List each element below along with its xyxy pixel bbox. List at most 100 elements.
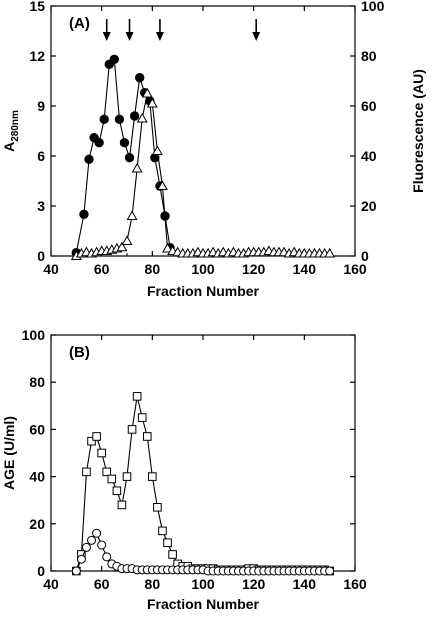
data-point [82, 467, 91, 477]
data-point [112, 486, 122, 496]
x-tick-label: 160 [343, 576, 367, 592]
y-axis-title-subscript: 280nm [10, 110, 21, 142]
data-point [129, 111, 140, 121]
y-tick-label: 3 [37, 198, 45, 214]
data-point [324, 247, 336, 258]
data-point [121, 235, 133, 245]
panel-b: 40 60 80 100 120 140 160 0 20 40 60 80 100 Fraction N… [1, 327, 367, 612]
data-point [122, 472, 132, 481]
data-point [81, 542, 91, 552]
x-tick-label: 40 [43, 261, 59, 277]
data-point [126, 210, 138, 220]
data-point [99, 114, 109, 125]
data-point [117, 500, 127, 510]
data-point [92, 528, 102, 538]
y2-tick-label: 40 [361, 148, 377, 164]
y-axis-title-main: A [1, 142, 17, 152]
data-point [158, 526, 167, 536]
y-axis-title: A280nm [1, 110, 21, 152]
data-point [109, 54, 120, 65]
data-point [157, 180, 168, 190]
data-point [92, 432, 101, 441]
plot-frame [50, 5, 356, 257]
x-tick-label: 80 [145, 576, 161, 592]
data-point [131, 162, 143, 173]
y-tick-label: 100 [22, 327, 46, 343]
panel-label: (A) [69, 15, 90, 32]
data-point [141, 87, 153, 98]
y-axis-title: AGE (U/ml) [1, 416, 17, 490]
x-tick-label: 140 [293, 576, 317, 592]
data-point [124, 152, 135, 163]
y-tick-label: 20 [29, 516, 45, 532]
data-point [97, 540, 107, 550]
x-tick-label: 40 [43, 576, 59, 592]
x-tick-label: 120 [242, 261, 266, 277]
y-tick-label: 0 [37, 563, 45, 579]
data-point [116, 241, 128, 252]
x-axis-title: Fraction Number [147, 596, 260, 612]
y2-tick-label: 80 [361, 48, 377, 64]
data-point [132, 392, 142, 401]
data-point [76, 554, 86, 564]
data-point [94, 137, 104, 148]
series-line [75, 396, 330, 572]
data-point [163, 538, 172, 547]
data-point [87, 436, 96, 446]
data-point [114, 114, 125, 125]
x-tick-label: 60 [94, 576, 110, 592]
data-point [79, 209, 89, 220]
y-tick-label: 9 [37, 98, 45, 114]
y-tick-label: 40 [29, 469, 45, 485]
fraction-arrow [155, 19, 164, 41]
data-point [142, 432, 152, 441]
data-point [127, 425, 137, 434]
series-open-circle [71, 528, 335, 576]
fraction-arrow [125, 19, 134, 41]
panel-a: 40 60 80 100 120 140 16003691215020406080100Fr… [1, 0, 426, 299]
data-point [148, 472, 157, 481]
data-point [162, 242, 173, 253]
data-point [107, 474, 117, 484]
fraction-arrow [102, 19, 111, 41]
y-tick-label: 12 [29, 48, 45, 64]
data-point [325, 566, 335, 576]
y-tick-label: 6 [37, 148, 45, 164]
panel-label: (B) [69, 344, 90, 361]
x-tick-label: 60 [94, 261, 110, 277]
data-point [146, 97, 158, 108]
data-point [168, 550, 177, 559]
series-filled-circle [71, 54, 175, 258]
x-axis-title: Fraction Number [147, 283, 260, 299]
y-tick-label: 80 [29, 374, 45, 390]
y2-axis-title: Fluorescence (AU) [410, 69, 426, 193]
data-point [102, 552, 112, 562]
y-tick-label: 60 [29, 421, 45, 437]
data-point [102, 467, 112, 477]
data-point [134, 72, 145, 83]
data-point [87, 535, 97, 545]
data-point [84, 154, 94, 165]
fraction-arrow [252, 19, 261, 41]
x-tick-label: 160 [343, 261, 367, 277]
y-tick-label: 0 [37, 248, 45, 264]
data-point [119, 137, 130, 148]
y2-tick-label: 60 [361, 98, 377, 114]
series-open-triangle [70, 87, 336, 260]
x-tick-label: 100 [191, 576, 215, 592]
data-point [97, 448, 106, 458]
data-point [153, 502, 162, 512]
x-tick-label: 100 [191, 261, 215, 277]
x-tick-label: 80 [145, 261, 161, 277]
data-point [136, 112, 148, 123]
data-point [137, 413, 147, 422]
series-line [76, 91, 330, 257]
y2-tick-label: 0 [361, 248, 369, 264]
series-open-square [72, 392, 334, 576]
x-tick-label: 120 [242, 576, 266, 592]
data-point [71, 566, 81, 576]
y2-tick-label: 100 [361, 0, 385, 14]
x-tick-label: 140 [293, 261, 317, 277]
data-point [151, 145, 163, 155]
